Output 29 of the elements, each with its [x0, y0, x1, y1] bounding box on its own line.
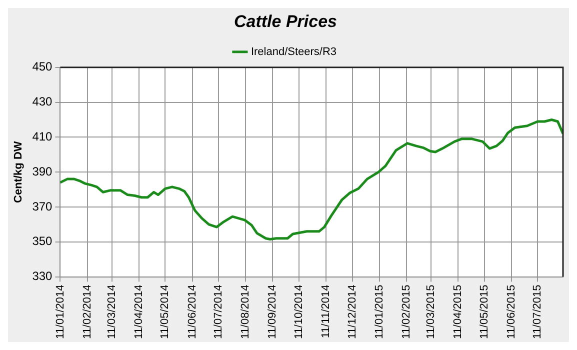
- x-tick-label: 11/05/2014: [159, 284, 172, 340]
- y-tick-label: 370: [32, 199, 53, 214]
- x-tick-label: 11/12/2014: [346, 284, 358, 340]
- y-tick-label: 450: [32, 60, 53, 74]
- x-tick-label: 11/04/2014: [132, 284, 145, 340]
- x-tick-label: 11/02/2015: [400, 284, 413, 340]
- y-tick-label: 430: [32, 94, 53, 109]
- x-tick-label: 11/05/2015: [478, 284, 490, 340]
- x-tick-label: 11/02/2014: [81, 284, 94, 340]
- x-tick-label: 11/07/2015: [532, 284, 544, 340]
- x-tick-label: 11/08/2014: [240, 284, 252, 340]
- y-axis-title: Cent/kg DW: [12, 140, 25, 203]
- y-tick-label: 330: [32, 269, 53, 284]
- x-tick-label: 11/06/2014: [186, 284, 198, 340]
- x-tick-label: 11/04/2015: [452, 284, 464, 340]
- legend-label: Ireland/Steers/R3: [250, 46, 337, 58]
- y-tick-label: 350: [32, 234, 53, 248]
- x-tick-label: 11/09/2014: [266, 284, 279, 340]
- x-tick-label: 11/07/2014: [212, 284, 225, 340]
- y-tick-label: 410: [32, 130, 53, 144]
- x-tick-label: 11/01/2014: [54, 284, 66, 340]
- x-tick-label: 11/06/2015: [505, 284, 518, 340]
- x-tick-label: 11/01/2015: [373, 284, 386, 340]
- x-tick-label: 11/03/2015: [424, 284, 437, 340]
- x-tick-label: 11/11/2014: [320, 284, 332, 338]
- chart-title: Cattle Prices: [234, 12, 337, 31]
- x-tick-label: 11/10/2014: [292, 284, 305, 340]
- y-tick-label: 390: [32, 164, 53, 178]
- x-tick-label: 11/03/2014: [106, 284, 118, 340]
